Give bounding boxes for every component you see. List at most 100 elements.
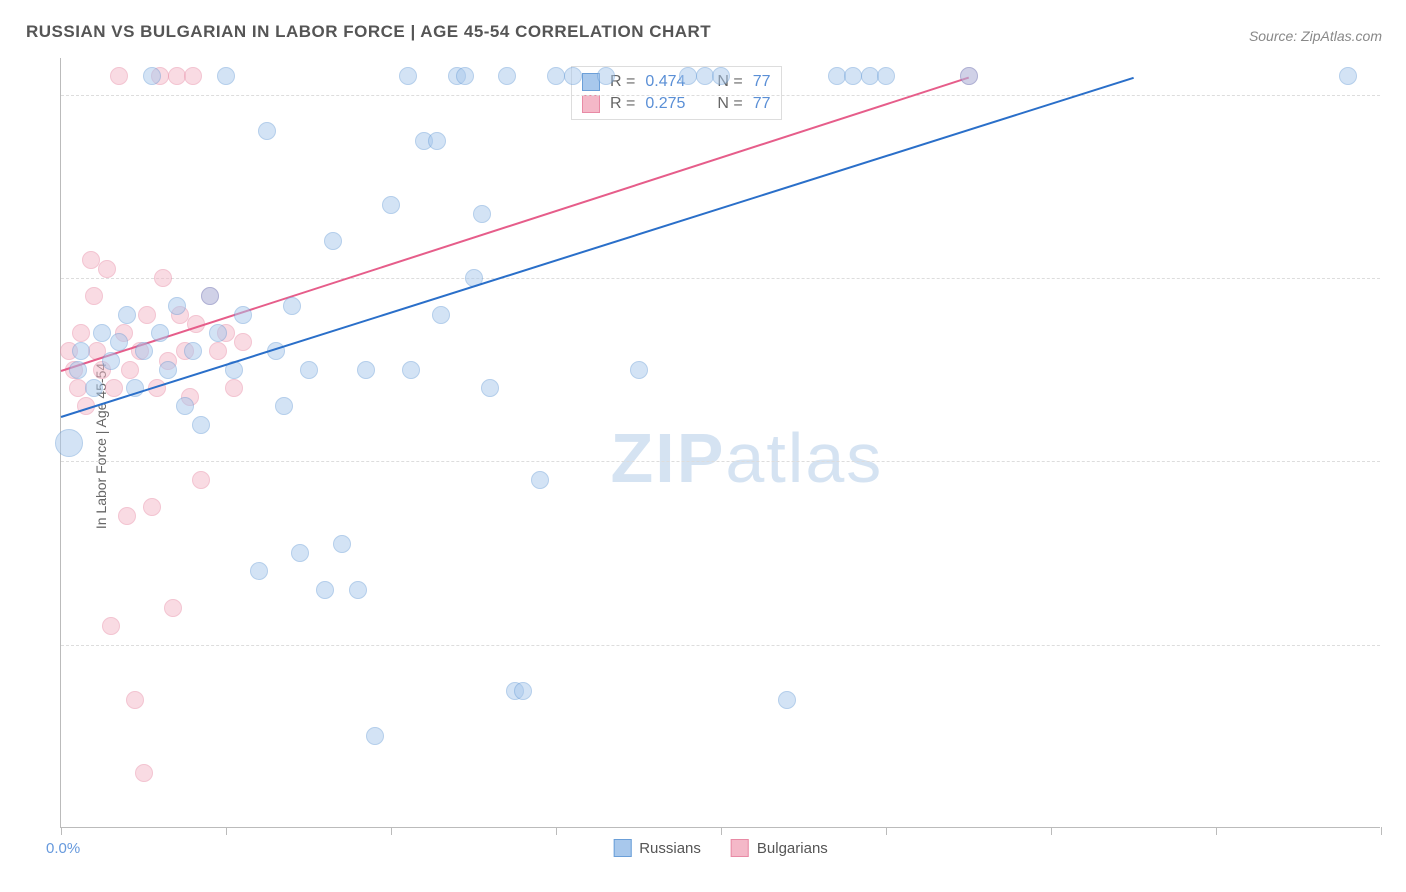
- russians-point: [712, 67, 730, 85]
- x-tick: [556, 827, 557, 835]
- russians-point: [143, 67, 161, 85]
- bulgarians-label: Bulgarians: [757, 840, 828, 857]
- bulgarians-point: [138, 306, 156, 324]
- russians-point: [209, 324, 227, 342]
- bulgarians-point: [168, 67, 186, 85]
- gridline: [61, 95, 1380, 96]
- legend-row: R =0.275N =77: [582, 93, 771, 115]
- russians-point: [250, 562, 268, 580]
- russians-trendline: [61, 76, 1134, 417]
- russians-point: [324, 232, 342, 250]
- russians-point: [151, 324, 169, 342]
- russians-point: [432, 306, 450, 324]
- russians-point: [102, 352, 120, 370]
- russians-point: [844, 67, 862, 85]
- source-attribution: Source: ZipAtlas.com: [1249, 28, 1382, 44]
- russians-point: [531, 471, 549, 489]
- russians-point: [349, 581, 367, 599]
- series-legend: Russians Bulgarians: [613, 839, 828, 857]
- russians-point: [333, 535, 351, 553]
- n-value: 77: [753, 73, 771, 91]
- russians-point: [778, 691, 796, 709]
- russians-point: [861, 67, 879, 85]
- bulgarians-point: [164, 599, 182, 617]
- bulgarians-swatch: [731, 839, 749, 857]
- plot-area: ZIPatlas R =0.474N =77R =0.275N =77 0.0%…: [60, 58, 1380, 828]
- russians-point: [679, 67, 697, 85]
- russians-point: [201, 287, 219, 305]
- bulgarians-point: [98, 260, 116, 278]
- x-tick: [226, 827, 227, 835]
- y-tick-label: 70.0%: [1390, 636, 1406, 653]
- bulgarians-point: [85, 287, 103, 305]
- russians-point: [366, 727, 384, 745]
- bulgarians-point: [135, 764, 153, 782]
- x-axis-max-label: 80.0%: [1388, 840, 1406, 857]
- bulgarians-point: [110, 67, 128, 85]
- bulgarians-trendline: [61, 76, 969, 371]
- watermark: ZIPatlas: [610, 418, 883, 498]
- bulgarians-point: [184, 67, 202, 85]
- bulgarians-point: [102, 617, 120, 635]
- x-tick: [61, 827, 62, 835]
- x-tick: [391, 827, 392, 835]
- russians-point: [399, 67, 417, 85]
- legend-item-russians: Russians: [613, 839, 701, 857]
- russians-point: [597, 67, 615, 85]
- bulgarians-point: [225, 379, 243, 397]
- x-tick: [1216, 827, 1217, 835]
- watermark-atlas: atlas: [725, 419, 883, 497]
- bulgarians-point: [209, 342, 227, 360]
- russians-point: [69, 361, 87, 379]
- russians-point: [382, 196, 400, 214]
- bulgarians-point: [143, 498, 161, 516]
- russians-point: [258, 122, 276, 140]
- russians-point: [960, 67, 978, 85]
- x-tick: [1381, 827, 1382, 835]
- bulgarians-point: [121, 361, 139, 379]
- bulgarians-point: [192, 471, 210, 489]
- russians-point: [85, 379, 103, 397]
- gridline: [61, 645, 1380, 646]
- y-tick-label: 80.0%: [1390, 453, 1406, 470]
- russians-point: [473, 205, 491, 223]
- r-value: 0.275: [645, 95, 685, 113]
- n-label: N =: [717, 95, 742, 113]
- bulgarians-point: [82, 251, 100, 269]
- russians-point: [192, 416, 210, 434]
- russians-point: [72, 342, 90, 360]
- x-tick: [1051, 827, 1052, 835]
- russians-point: [283, 297, 301, 315]
- russians-point: [630, 361, 648, 379]
- chart-title: RUSSIAN VS BULGARIAN IN LABOR FORCE | AG…: [26, 22, 711, 42]
- watermark-zip: ZIP: [610, 419, 725, 497]
- russians-point: [291, 544, 309, 562]
- russians-point: [828, 67, 846, 85]
- x-tick: [886, 827, 887, 835]
- russians-point: [159, 361, 177, 379]
- russians-point: [118, 306, 136, 324]
- y-tick-label: 90.0%: [1390, 270, 1406, 287]
- gridline: [61, 278, 1380, 279]
- bulgarians-point: [126, 691, 144, 709]
- russians-point: [547, 67, 565, 85]
- x-tick: [721, 827, 722, 835]
- russians-point: [234, 306, 252, 324]
- russians-point: [498, 67, 516, 85]
- russians-point: [428, 132, 446, 150]
- russians-point: [135, 342, 153, 360]
- russians-point: [564, 67, 582, 85]
- russians-point: [481, 379, 499, 397]
- russians-point: [402, 361, 420, 379]
- russians-point: [514, 682, 532, 700]
- gridline: [61, 461, 1380, 462]
- correlation-chart: RUSSIAN VS BULGARIAN IN LABOR FORCE | AG…: [0, 0, 1406, 892]
- legend-item-bulgarians: Bulgarians: [731, 839, 828, 857]
- russians-point: [316, 581, 334, 599]
- russians-point: [55, 429, 83, 457]
- russians-point: [357, 361, 375, 379]
- russians-point: [300, 361, 318, 379]
- legend-swatch: [582, 95, 600, 113]
- russians-point: [176, 397, 194, 415]
- russians-label: Russians: [639, 840, 701, 857]
